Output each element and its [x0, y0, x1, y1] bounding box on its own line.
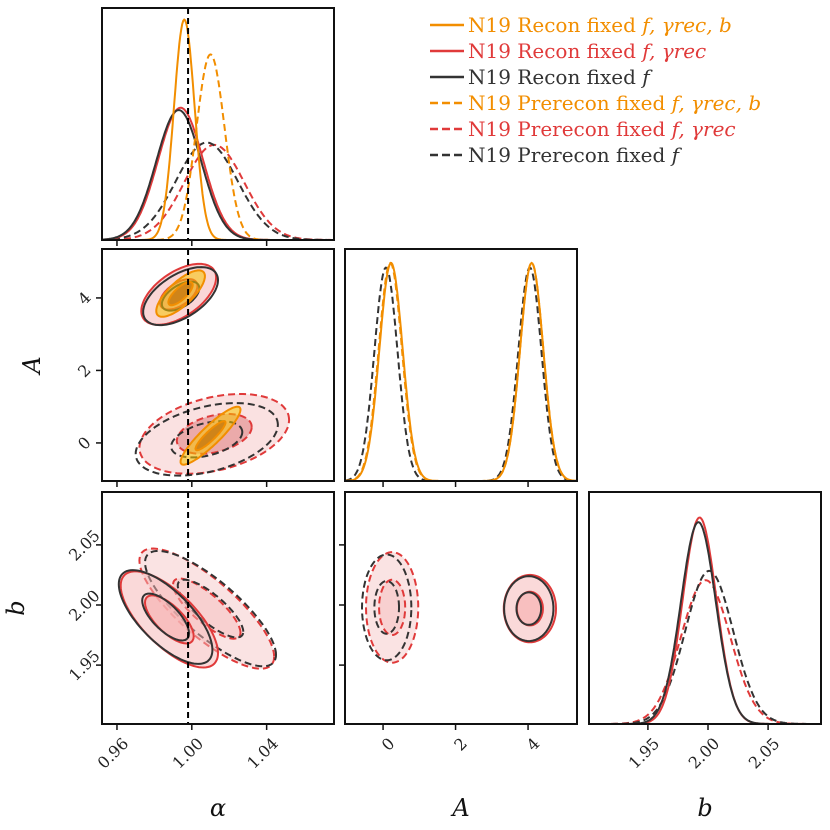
x-tick-label-A: 0	[378, 734, 399, 755]
y-tick-label-A: 0	[74, 433, 95, 454]
y-tick-label-A: 4	[74, 288, 95, 309]
x-tick-label-A: 2	[450, 734, 471, 755]
x-tick-label-b: 2.05	[745, 734, 784, 773]
panel-frame-aa	[101, 7, 335, 241]
alpha-A-contour-1sigma-series-0-mode-1	[194, 420, 227, 452]
y-axis-label-b: b	[2, 600, 30, 615]
y-axis-label-A: A	[18, 356, 46, 375]
A-b-contour-1sigma-series-4	[378, 578, 407, 636]
legend-entry-prefix-2: N19 Recon fixed	[468, 65, 642, 89]
y-tick-label-A: 2	[74, 360, 95, 381]
x-tick-label-alpha: 1.00	[168, 734, 207, 773]
legend-entry-params-0: f, γrec, b	[640, 13, 731, 37]
x-tick-label-A: 4	[523, 734, 544, 755]
legend-entry-3: N19 Prerecon fixed f, γrec, b	[468, 91, 761, 115]
alpha-b-contour-1sigma-series-4	[172, 577, 242, 640]
alpha-A-contour-2sigma-series-2-mode-0	[142, 266, 220, 327]
A-b-contour-1sigma-series-2	[515, 591, 543, 626]
x-tick-label-b: 1.95	[625, 734, 664, 773]
x-tick-label-b: 2.00	[685, 734, 724, 773]
A-b-contour-2sigma-series-2	[503, 575, 555, 643]
alpha-marginal-series-2	[102, 109, 334, 240]
panel-frame-bb	[588, 491, 822, 725]
x-axis-label-alpha: α	[210, 794, 226, 822]
alpha-b-contour-1sigma-series-1	[143, 594, 195, 645]
alpha-marginal-series-1	[102, 106, 334, 240]
alpha-marginal-series-4	[102, 143, 334, 240]
legend-entry-1: N19 Recon fixed f, γrec	[468, 39, 706, 63]
panel-frame-AA	[344, 248, 578, 482]
panel-content-AA	[345, 261, 577, 481]
A-marginal-series-0	[345, 261, 577, 481]
panel-content-aa	[102, 18, 334, 240]
panel-frame-ba	[101, 491, 335, 725]
b-marginal-series-1	[589, 516, 821, 724]
b-marginal-series-5	[589, 569, 821, 724]
legend-entry-prefix-4: N19 Prerecon fixed	[468, 117, 672, 141]
panel-content-ba	[117, 547, 278, 670]
A-b-contour-1sigma-series-5	[373, 580, 400, 635]
x-tick-label-alpha: 0.96	[94, 734, 133, 773]
b-marginal-series-2	[589, 521, 821, 724]
legend-entry-params-2: f	[640, 65, 653, 89]
panel-content-bb	[589, 516, 821, 724]
x-tick-label-alpha: 1.04	[243, 734, 282, 773]
legend-entry-5: N19 Prerecon fixed f	[468, 143, 683, 167]
alpha-b-contour-1sigma-series-2	[141, 592, 191, 642]
legend-entry-params-1: f, γrec	[640, 39, 706, 63]
legend-entry-prefix-3: N19 Prerecon fixed	[468, 91, 672, 115]
x-axis-label-b: b	[697, 794, 712, 822]
legend-entry-prefix-0: N19 Recon fixed	[468, 13, 642, 37]
panel-frame-bA	[344, 491, 578, 725]
panel-frame-Aa	[101, 248, 335, 482]
panel-content-Aa	[134, 262, 291, 477]
panel-content-bA	[360, 551, 558, 664]
legend-entry-prefix-5: N19 Prerecon fixed	[468, 143, 672, 167]
legend-entry-0: N19 Recon fixed f, γrec, b	[468, 13, 732, 37]
alpha-marginal-series-5	[102, 141, 334, 240]
A-b-contour-2sigma-series-5	[360, 553, 413, 662]
legend-entry-params-5: f	[670, 143, 683, 167]
alpha-A-contour-1sigma-series-0-mode-0	[167, 281, 194, 307]
legend-entry-2: N19 Recon fixed f	[468, 65, 653, 89]
legend-entry-params-3: f, γrec, b	[670, 91, 761, 115]
A-marginal-series-5	[345, 266, 577, 481]
legend-entry-4: N19 Prerecon fixed f, γrec	[468, 117, 736, 141]
b-marginal-series-4	[589, 579, 821, 724]
legend-entry-prefix-1: N19 Recon fixed	[468, 39, 642, 63]
alpha-A-contour-2sigma-series-5-mode-0	[134, 402, 279, 477]
x-axis-label-A: A	[450, 794, 469, 822]
legend-entry-params-4: f, γrec	[670, 117, 736, 141]
alpha-b-contour-1sigma-series-5	[176, 578, 245, 639]
